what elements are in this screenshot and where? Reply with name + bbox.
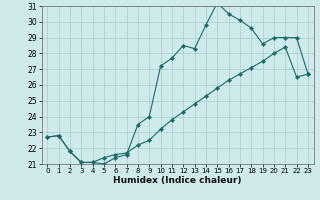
X-axis label: Humidex (Indice chaleur): Humidex (Indice chaleur) bbox=[113, 176, 242, 185]
